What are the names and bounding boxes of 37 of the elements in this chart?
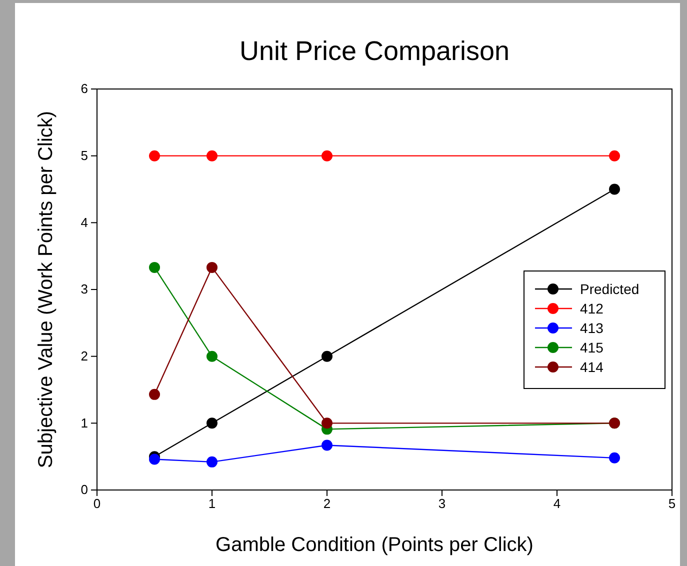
x-tick-label: 4 <box>553 496 561 512</box>
point <box>206 262 218 273</box>
y-tick-label: 0 <box>80 482 88 498</box>
point <box>206 150 218 162</box>
legend-label: Predicted <box>580 281 640 297</box>
y-tick-label: 6 <box>80 81 88 96</box>
x-tick-label: 3 <box>438 496 446 512</box>
point <box>206 418 218 429</box>
point <box>149 454 160 465</box>
x-tick-label: 5 <box>668 496 676 512</box>
y-tick-label: 5 <box>80 148 88 163</box>
x-axis-title: Gamble Condition (Points per Click) <box>216 534 534 556</box>
chart-title: Unit Price Comparison <box>239 36 510 66</box>
point <box>149 150 160 162</box>
point <box>322 350 332 362</box>
y-tick-label: 3 <box>80 282 88 297</box>
y-tick-label: 4 <box>80 214 88 230</box>
point <box>609 452 620 464</box>
point <box>322 418 332 429</box>
legend-label: 413 <box>580 320 604 336</box>
legend-label: 412 <box>580 300 604 316</box>
point <box>609 150 620 162</box>
point <box>149 262 160 273</box>
point <box>206 456 218 468</box>
point <box>609 184 620 195</box>
y-axis-title: Subjective Value (Work Points per Click) <box>35 110 57 468</box>
legend-label: 414 <box>580 359 604 375</box>
x-tick-label: 0 <box>93 496 101 512</box>
x-tick-label: 2 <box>323 496 331 512</box>
x-tick-label: 1 <box>208 496 216 512</box>
y-tick-label: 1 <box>80 415 88 430</box>
point <box>206 350 218 362</box>
point <box>322 150 332 162</box>
legend-label: 415 <box>580 340 604 356</box>
point <box>322 440 332 451</box>
y-tick-label: 2 <box>80 348 88 364</box>
point <box>149 388 160 400</box>
